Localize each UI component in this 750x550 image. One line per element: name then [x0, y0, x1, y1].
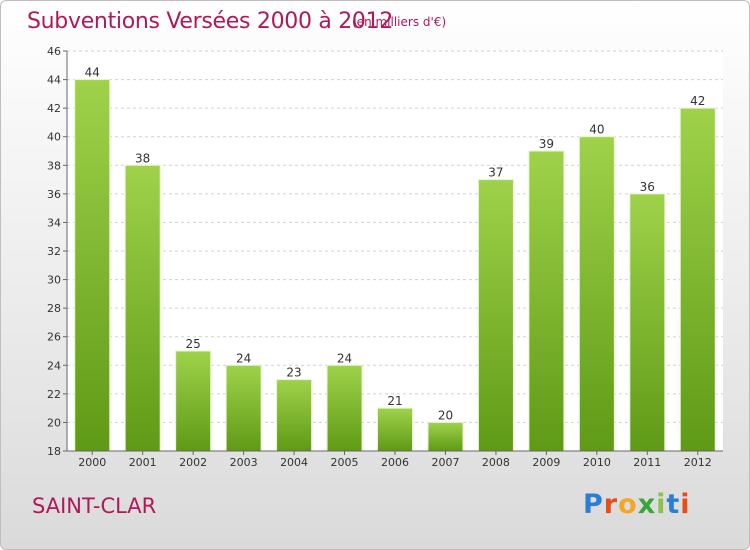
- y-tick-label: 34: [47, 216, 61, 229]
- data-label: 24: [337, 351, 352, 365]
- x-tick-label: 2010: [583, 456, 611, 469]
- data-label: 23: [286, 366, 301, 380]
- x-tick-label: 2011: [633, 456, 661, 469]
- bar-2007: [427, 421, 464, 452]
- data-label: 36: [640, 180, 655, 194]
- x-tick-label: 2012: [684, 456, 712, 469]
- proxiti-logo[interactable]: Proxiti: [583, 489, 691, 520]
- x-tick-label: 2007: [431, 456, 459, 469]
- x-tick-label: 2002: [179, 456, 207, 469]
- chart-subtitle: (en milliers d'€): [352, 15, 447, 29]
- logo-letter: r: [603, 489, 619, 520]
- y-tick-label: 20: [47, 416, 61, 429]
- commune-name: SAINT-CLAR: [32, 494, 157, 518]
- y-tick-label: 42: [47, 102, 61, 115]
- y-tick-label: 18: [47, 445, 61, 458]
- bar-2005: [326, 364, 363, 452]
- x-tick-label: 2000: [78, 456, 106, 469]
- x-tick-label: 2001: [129, 456, 157, 469]
- data-label: 24: [236, 351, 251, 365]
- y-tick-label: 38: [47, 159, 61, 172]
- x-tick-label: 2008: [482, 456, 510, 469]
- data-label: 39: [539, 137, 554, 151]
- x-tick-label: 2005: [331, 456, 359, 469]
- logo-letter: i: [680, 489, 691, 520]
- bar-2002: [175, 350, 212, 452]
- logo-letter: o: [618, 489, 638, 520]
- logo-letter: i: [656, 489, 667, 520]
- y-tick-label: 40: [47, 131, 61, 144]
- y-tick-label: 22: [47, 388, 61, 401]
- y-tick-label: 26: [47, 331, 61, 344]
- x-tick-label: 2003: [230, 456, 258, 469]
- y-tick-label: 46: [47, 45, 61, 58]
- axes: 18 20 22 24 26 28 30 32 34 36 38 40 42 44 46 2000 2001 20…: [47, 45, 723, 469]
- y-tick-label: 32: [47, 245, 61, 258]
- y-tick-label: 36: [47, 188, 61, 201]
- data-label: 44: [85, 66, 100, 80]
- logo-letter: t: [666, 489, 681, 520]
- data-label: 25: [186, 337, 201, 351]
- bar-2000: [74, 79, 111, 452]
- x-tick-label: 2006: [381, 456, 409, 469]
- logo-letter: x: [637, 489, 657, 520]
- bar-2012: [679, 107, 716, 452]
- bar-2006: [377, 407, 413, 452]
- chart-title: Subventions Versées 2000 à 2012: [27, 9, 394, 34]
- y-tick-label: 24: [47, 359, 61, 372]
- y-tick-label: 30: [47, 274, 61, 287]
- grid-lines: [67, 50, 723, 452]
- data-label: 38: [135, 151, 150, 165]
- data-label: 37: [488, 166, 503, 180]
- bar-2011: [629, 193, 666, 452]
- bar-2009: [528, 150, 565, 452]
- bar-2001: [124, 164, 161, 452]
- logo-letter: P: [583, 489, 604, 520]
- bar-2003: [225, 364, 262, 452]
- x-tick-label: 2004: [280, 456, 308, 469]
- x-tick-label: 2009: [532, 456, 560, 469]
- data-label: 20: [438, 408, 453, 422]
- y-tick-label: 28: [47, 302, 61, 315]
- data-label: 42: [690, 94, 705, 108]
- bars: 44 38 25 24 23 24 21 20 37 39 40 36 42: [74, 66, 716, 452]
- y-tick-label: 44: [47, 74, 61, 87]
- bar-2004: [276, 379, 313, 452]
- data-label: 40: [589, 123, 604, 137]
- bar-2008: [477, 179, 514, 452]
- bar-2010: [578, 136, 615, 452]
- data-label: 21: [387, 394, 402, 408]
